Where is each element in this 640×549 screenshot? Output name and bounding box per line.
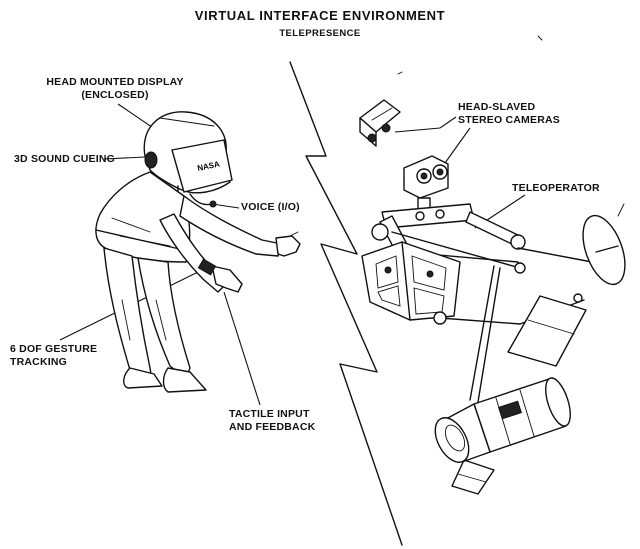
aperture-inner xyxy=(444,424,466,452)
microphone-icon xyxy=(209,200,217,208)
robot-body-frame xyxy=(361,241,461,321)
diagram-title: VIRTUAL INTERFACE ENVIRONMENT xyxy=(194,8,446,23)
label-tactile-line2: AND FEEDBACK xyxy=(229,421,316,433)
frame-panel xyxy=(375,255,399,289)
label-hmd-line2: (ENCLOSED) xyxy=(81,89,149,101)
diagram-subtitle: TELEPRESENCE xyxy=(279,28,361,39)
frame-panel xyxy=(377,285,401,307)
solar-panel-lower xyxy=(451,459,495,495)
cylinder-band xyxy=(495,397,511,445)
wrist-tracker-icon xyxy=(197,258,217,276)
label-voice-io: VOICE (I/O) xyxy=(241,201,300,213)
mount-detail xyxy=(371,107,393,121)
robot-camera-lens-icon xyxy=(436,168,444,176)
satellite-body xyxy=(434,377,571,463)
panel-grid xyxy=(457,473,487,483)
tether-cable xyxy=(469,265,495,401)
frame-panel xyxy=(411,255,447,291)
label-gesture-line2: TRACKING xyxy=(10,356,68,368)
solar-panel-upper xyxy=(507,295,587,367)
dish-antenna xyxy=(617,203,625,217)
leader-camera-mount xyxy=(394,116,457,133)
robot-gripper xyxy=(573,293,583,303)
label-6dof-gesture-tracking: 6 DOF GESTURE TRACKING xyxy=(10,343,97,369)
robot-shoulder-joint xyxy=(371,223,389,241)
tether-cable xyxy=(477,267,501,403)
satellite-module xyxy=(498,400,522,420)
robot-elbow-joint xyxy=(510,234,526,250)
stray-mark xyxy=(397,71,403,75)
satellite-dish xyxy=(582,203,626,286)
robot-strut xyxy=(391,231,521,269)
trouser-crease xyxy=(155,299,167,341)
label-teleoperator: TELEOPERATOR xyxy=(512,182,600,194)
label-3d-sound-cueing: 3D SOUND CUEING xyxy=(14,153,116,165)
label-gesture-line1: 6 DOF GESTURE xyxy=(10,343,98,355)
human-operator: NASA xyxy=(95,111,301,393)
operator-arm-upper xyxy=(179,195,283,257)
cylinder-band xyxy=(519,389,535,437)
panel-grid xyxy=(527,319,575,335)
camera-lens-icon xyxy=(367,133,377,143)
robot-joint xyxy=(433,311,447,325)
bolt xyxy=(435,209,445,219)
robot-camera-lens-icon xyxy=(420,172,428,180)
finger xyxy=(289,231,299,237)
panel-knob xyxy=(384,266,392,274)
robot-wrist-joint xyxy=(514,262,526,274)
leader-sound xyxy=(103,156,146,160)
stray-mark xyxy=(537,35,543,41)
teleoperator-robot xyxy=(361,155,593,403)
dish-feed xyxy=(595,245,619,253)
shoe-front xyxy=(162,367,207,393)
lightning-divider xyxy=(289,61,403,546)
label-head-slaved-stereo-cameras: HEAD-SLAVED STEREO CAMERAS xyxy=(458,101,560,127)
helmet-strap xyxy=(159,117,215,127)
label-hmd-line1: HEAD MOUNTED DISPLAY xyxy=(46,76,184,88)
leader-tactile xyxy=(223,291,261,406)
stereo-camera-mount xyxy=(359,99,401,147)
robot-lower-arm xyxy=(439,317,521,325)
robot-forearm-right xyxy=(517,247,593,263)
label-tactile-input-feedback: TACTILE INPUT AND FEEDBACK xyxy=(229,408,315,434)
label-cameras-line1: HEAD-SLAVED xyxy=(458,101,536,113)
bolt xyxy=(415,211,425,221)
trouser-crease xyxy=(121,299,131,341)
label-tactile-line1: TACTILE INPUT xyxy=(229,408,310,420)
label-cameras-line2: STEREO CAMERAS xyxy=(458,114,560,126)
satellite-end-cap xyxy=(545,377,571,427)
frame-edge xyxy=(401,241,411,321)
belt xyxy=(95,229,185,251)
shirt-fold xyxy=(111,217,151,233)
camera-lens-icon xyxy=(381,123,391,133)
glove-lower xyxy=(211,265,243,293)
label-head-mounted-display: HEAD MOUNTED DISPLAY (ENCLOSED) xyxy=(40,76,190,102)
leader-voice xyxy=(211,203,240,209)
earphone-icon xyxy=(144,151,158,169)
panel-knob xyxy=(426,270,434,278)
shoe-back xyxy=(123,367,163,389)
glove-upper xyxy=(275,235,301,257)
solar-panel xyxy=(451,295,587,495)
hmd-visor xyxy=(171,139,233,193)
